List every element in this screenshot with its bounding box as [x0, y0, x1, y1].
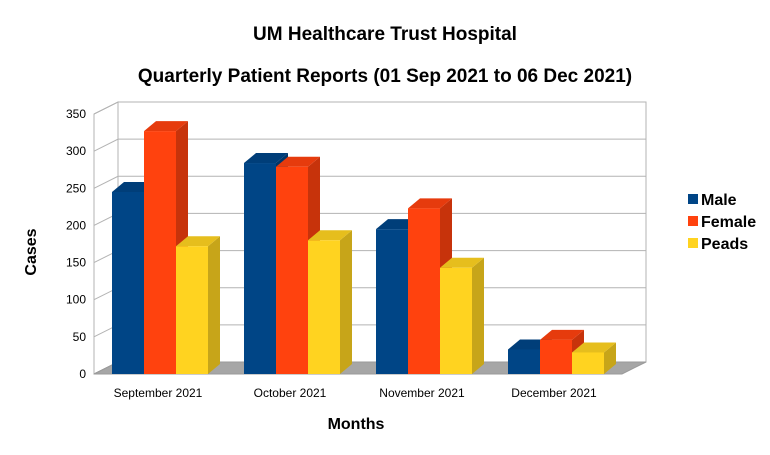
bar [376, 229, 408, 374]
bar [112, 192, 144, 374]
x-tick-label: September 2021 [114, 386, 203, 400]
bar [572, 352, 604, 374]
legend-label: Female [701, 214, 756, 231]
bar [440, 267, 472, 374]
bar [508, 349, 540, 374]
bar [244, 163, 276, 374]
bar-side [472, 257, 484, 374]
y-axis-label: Cases [23, 228, 40, 275]
gridline [93, 101, 646, 115]
y-tick-label: 350 [66, 107, 86, 121]
y-tick-label: 200 [66, 218, 86, 232]
legend-swatch [688, 216, 698, 226]
x-tick-label: December 2021 [511, 386, 597, 400]
bar-top [440, 257, 484, 268]
plot-area: 0 50 100 150 200 250 300 350 September 2021 Octob… [66, 101, 647, 400]
bar [144, 131, 176, 374]
bar-top [176, 236, 220, 247]
bar-top [540, 329, 584, 340]
x-tick-label: November 2021 [379, 386, 465, 400]
legend-swatch [688, 194, 698, 204]
bar [276, 166, 308, 374]
y-tick-label: 150 [66, 256, 86, 270]
y-tick-label: 50 [73, 330, 87, 344]
bar-side [340, 230, 352, 374]
y-tick-label: 250 [66, 181, 86, 195]
gridline [93, 175, 646, 189]
legend-swatch [688, 238, 698, 248]
chart-title: UM Healthcare Trust Hospital [253, 24, 517, 45]
bar [308, 240, 340, 374]
bar-top [244, 153, 288, 164]
y-tick-label: 0 [79, 367, 86, 381]
legend-label: Male [701, 192, 737, 209]
x-tick-label: October 2021 [254, 386, 327, 400]
bar [408, 208, 440, 374]
x-axis-label: Months [328, 416, 385, 433]
bar-side [208, 236, 220, 374]
y-tick-label: 300 [66, 144, 86, 158]
y-tick-label: 100 [66, 293, 86, 307]
bar-top [144, 121, 188, 132]
gridline [93, 138, 646, 152]
legend: Male Female Peads [688, 192, 756, 253]
bar-top [276, 156, 320, 167]
bar-top [308, 230, 352, 241]
bar-top [572, 342, 616, 353]
bar-side [604, 342, 616, 374]
bar [176, 246, 208, 374]
bar-top [408, 198, 452, 209]
chart-subtitle: Quarterly Patient Reports (01 Sep 2021 t… [138, 66, 632, 87]
legend-label: Peads [701, 236, 748, 253]
bar [540, 339, 572, 374]
